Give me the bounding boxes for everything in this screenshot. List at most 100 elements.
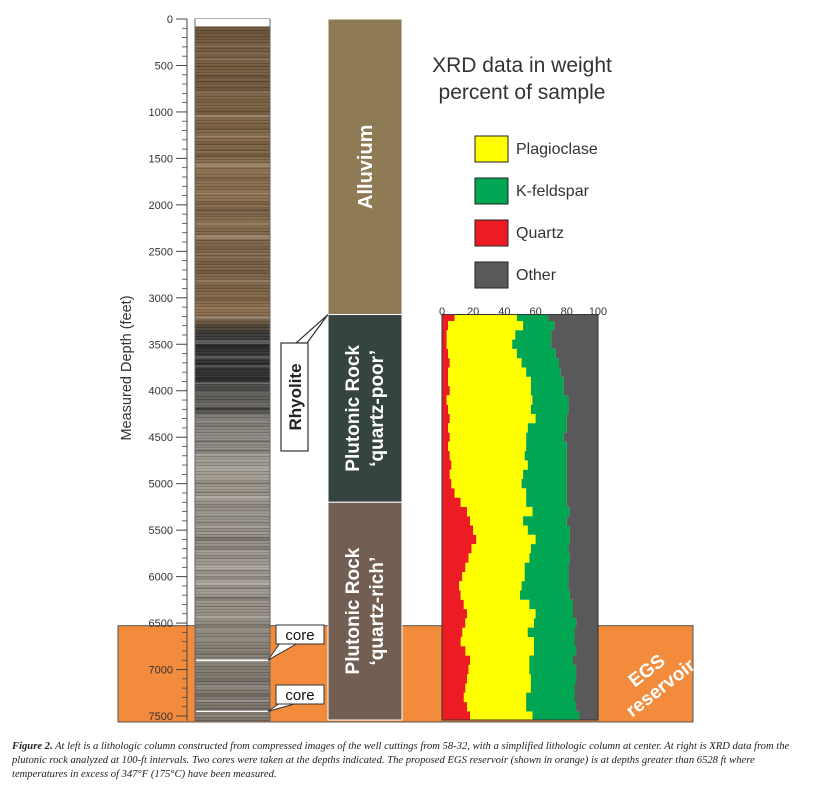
- xrd-tick-label: 0: [439, 306, 445, 318]
- cuttings-band: [195, 491, 270, 494]
- cuttings-band: [195, 550, 270, 553]
- caption-text: At left is a lithologic column construct…: [12, 741, 790, 780]
- depth-tick-label: 5500: [149, 525, 173, 537]
- core-label-box: [275, 684, 325, 705]
- lithology-sublabel: ‘quartz-rich’: [367, 557, 388, 666]
- depth-tick-label: 2500: [149, 246, 173, 258]
- cuttings-band: [195, 127, 270, 130]
- xrd-title-line2: percent of sample: [439, 81, 606, 104]
- lithology-unit: [327, 18, 403, 316]
- cuttings-band: [195, 392, 270, 395]
- cuttings-band: [195, 440, 270, 443]
- depth-tick-label: 7500: [149, 711, 173, 723]
- depth-tick-label: 3500: [149, 339, 173, 351]
- cuttings-band: [195, 230, 270, 233]
- cuttings-band: [195, 30, 270, 33]
- cuttings-band: [195, 35, 270, 39]
- cuttings-band: [195, 307, 270, 310]
- cuttings-band: [195, 678, 270, 683]
- cuttings-band: [195, 58, 270, 61]
- cuttings-band: [195, 496, 270, 500]
- legend-label: Plagioclase: [516, 141, 598, 158]
- cuttings-band: [195, 142, 270, 146]
- depth-tick-label: 500: [155, 60, 173, 72]
- cuttings-band: [195, 672, 270, 675]
- legend-swatch: [474, 135, 509, 163]
- cuttings-band: [195, 556, 270, 559]
- cuttings-band: [195, 476, 270, 479]
- lithology-label: Plutonic Rock: [343, 345, 364, 472]
- cuttings-band: [195, 536, 270, 541]
- core-label: core: [285, 627, 314, 644]
- cuttings-dark-band: [195, 344, 270, 348]
- cuttings-band: [195, 685, 270, 689]
- cuttings-band: [195, 660, 270, 664]
- legend-swatch: [474, 177, 509, 205]
- cuttings-band: [195, 340, 270, 345]
- cuttings-band: [195, 252, 270, 255]
- cuttings-band: [195, 652, 270, 655]
- cuttings-band: [195, 222, 270, 226]
- cuttings-band: [195, 419, 270, 423]
- cuttings-band: [195, 382, 270, 385]
- xrd-series-plagioclase: [446, 314, 536, 720]
- cuttings-band: [195, 122, 270, 125]
- cuttings-band: [195, 624, 270, 627]
- cuttings-band: [195, 257, 270, 259]
- legend-swatch: [474, 261, 509, 289]
- legend-label: K-feldspar: [516, 183, 590, 200]
- depth-axis-label: Measured Depth (feet): [119, 295, 135, 440]
- cuttings-band: [195, 316, 270, 319]
- depth-tick-label: 1000: [149, 107, 173, 119]
- rhyolite-pointer: [294, 314, 329, 344]
- cuttings-dark-band: [195, 376, 270, 382]
- cuttings-band: [195, 531, 270, 535]
- cuttings-band: [195, 86, 270, 91]
- lithology-label: Alluvium: [355, 125, 377, 209]
- cuttings-band: [195, 135, 270, 138]
- depth-tick-label: 5000: [149, 479, 173, 491]
- legend-swatch: [474, 219, 509, 247]
- cuttings-band: [195, 444, 270, 447]
- depth-axis: 0 500 1000 1500 2000 2500 3000 3500 4000 4500 5000…: [149, 14, 188, 723]
- core-callouts: core core: [196, 624, 325, 713]
- cuttings-band: [195, 546, 270, 550]
- cuttings-band: [195, 109, 270, 114]
- figure-caption: Figure 2. At left is a lithologic column…: [12, 740, 804, 782]
- cuttings-band: [195, 364, 270, 368]
- cuttings-band: [195, 466, 270, 471]
- xrd-series-k-feldspar: [512, 314, 580, 720]
- cuttings-band: [195, 449, 270, 453]
- cuttings-band: [195, 44, 270, 48]
- cuttings-band: [195, 638, 270, 641]
- cuttings-band: [195, 80, 270, 84]
- lithology-sublabel: ‘quartz-poor’: [367, 350, 388, 467]
- depth-tick-label: 3000: [149, 293, 173, 305]
- cuttings-band: [195, 581, 270, 585]
- cuttings-band: [195, 285, 270, 290]
- cuttings-band: [195, 372, 270, 376]
- rhyolite-callout: Rhyolite: [280, 314, 329, 452]
- cuttings-band: [195, 586, 270, 590]
- xrd-chart-frame: [441, 314, 599, 721]
- cuttings-band: [195, 356, 270, 359]
- cuttings-band: [195, 330, 270, 334]
- cuttings-top-gap: [195, 19, 270, 27]
- cuttings-band: [195, 406, 270, 411]
- lithology-unit: [327, 314, 403, 503]
- cuttings-band: [195, 596, 270, 600]
- cuttings-band: [195, 398, 270, 402]
- cuttings-band: [195, 714, 270, 718]
- caption-lead: Figure 2.: [12, 741, 53, 752]
- cuttings-band: [195, 297, 270, 301]
- xrd-title-line1: XRD data in weight: [432, 54, 612, 77]
- cuttings-band: [195, 148, 270, 151]
- xrd-series-quartz: [442, 314, 477, 720]
- cuttings-band: [195, 235, 270, 239]
- rhyolite-label: Rhyolite: [286, 363, 305, 430]
- cuttings-band: [195, 518, 270, 522]
- cuttings-band: [195, 185, 270, 190]
- cuttings-band: [195, 100, 270, 103]
